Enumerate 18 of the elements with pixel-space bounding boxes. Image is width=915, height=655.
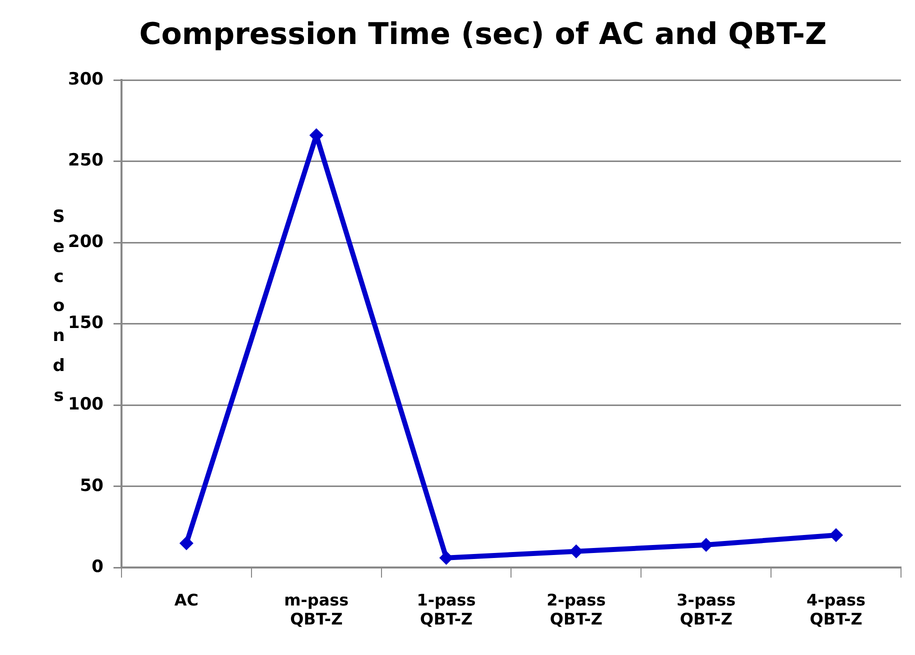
x-tick-label: 1-pass QBT-Z [416, 590, 476, 629]
y-tick-label: 200 [68, 232, 104, 252]
y-tick-label: 150 [68, 313, 104, 334]
x-tick-label: 4-pass QBT-Z [806, 590, 866, 629]
point [179, 536, 194, 550]
x-tick-label: 3-pass QBT-Z [676, 590, 736, 629]
chart-title: Compression Time (sec) of AC and QBT-Z [139, 16, 827, 52]
y-tick-label: 250 [68, 150, 104, 171]
x-tick-label: AC [174, 590, 199, 610]
y-tick-label: 0 [92, 557, 104, 578]
point [829, 528, 844, 542]
point [439, 550, 454, 565]
y-tick-label: 50 [80, 476, 104, 496]
y-tick-label: 100 [68, 394, 104, 414]
y-tick-label: 300 [68, 69, 104, 90]
x-tick-label: m-pass QBT-Z [284, 590, 349, 629]
y-axis-title: Seconds [52, 206, 66, 408]
x-tick-label: 2-pass QBT-Z [546, 590, 606, 629]
